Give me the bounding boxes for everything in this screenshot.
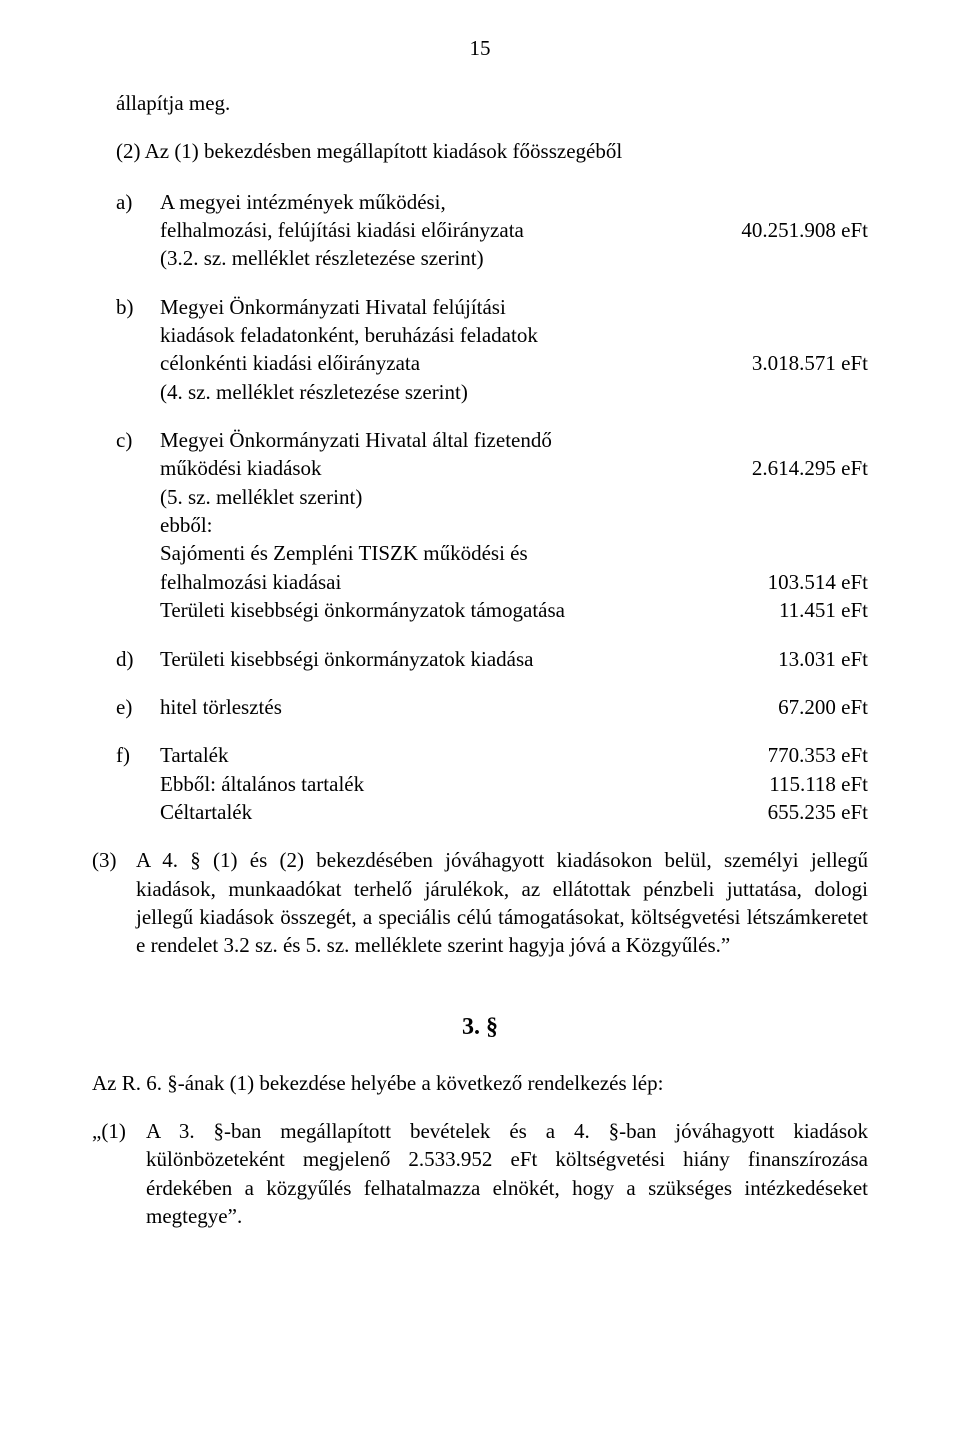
item-f-row2-value: 115.118 eFt [769,770,868,798]
item-f-row2: Ebből: általános tartalék 115.118 eFt [160,770,868,798]
intro-line-2: (2) Az (1) bekezdésben megállapított kia… [116,137,868,165]
item-b-text: célonkénti kiadási előirányzata [160,349,752,377]
intro-line-1: állapítja meg. [116,89,868,117]
item-d-value: 13.031 eFt [778,645,868,673]
item-a-text: felhalmozási, felújítási kiadási előirán… [160,216,741,244]
paragraph-1-body: A 3. §-ban megállapított bevételek és a … [146,1117,868,1230]
item-e-text: hitel törlesztés [160,693,778,721]
item-c-sub2-row: Területi kisebbségi önkormányzatok támog… [160,596,868,624]
item-b-line1: Megyei Önkormányzati Hivatal felújítási [160,293,868,321]
item-b-main-row: célonkénti kiadási előirányzata 3.018.57… [160,349,868,377]
item-c-note2: ebből: [160,511,868,539]
item-c-sub2-value: 11.451 eFt [779,596,868,624]
item-f-row3-text: Céltartalék [160,798,768,826]
item-a-value: 40.251.908 eFt [741,216,868,244]
replace-line: Az R. 6. §-ának (1) bekezdése helyébe a … [92,1069,868,1097]
item-a-line1: A megyei intézmények működési, [160,188,868,216]
list-item-body: Területi kisebbségi önkormányzatok kiadá… [160,645,868,673]
list-item-body: Megyei Önkormányzati Hivatal felújítási … [160,293,868,406]
item-f-row2-text: Ebből: általános tartalék [160,770,769,798]
list-item-body: A megyei intézmények működési, felhalmoz… [160,188,868,273]
item-c-line1: Megyei Önkormányzati Hivatal által fizet… [160,426,868,454]
list-item-label: e) [116,693,160,721]
list-item-a: a) A megyei intézmények működési, felhal… [116,188,868,273]
item-b-value: 3.018.571 eFt [752,349,868,377]
expense-list: a) A megyei intézmények működési, felhal… [116,188,868,827]
page-number: 15 [92,36,868,61]
list-item-label: d) [116,645,160,673]
item-f-row3: Céltartalék 655.235 eFt [160,798,868,826]
paragraph-3: (3) A 4. § (1) és (2) bekezdésében jóváh… [92,846,868,959]
item-b-line2: kiadások feladatonként, beruházási felad… [160,321,868,349]
item-f-row1-text: Tartalék [160,741,768,769]
item-d-text: Területi kisebbségi önkormányzatok kiadá… [160,645,778,673]
paragraph-1-quoted: „(1) A 3. §-ban megállapított bevételek … [92,1117,868,1230]
item-f-row1: Tartalék 770.353 eFt [160,741,868,769]
item-c-sub1: Sajómenti és Zempléni TISZK működési és … [160,539,868,596]
item-c-sub2-text: Területi kisebbségi önkormányzatok támog… [160,596,779,624]
list-item-body: Megyei Önkormányzati Hivatal által fizet… [160,426,868,624]
item-c-sub1-value: 103.514 eFt [768,568,868,596]
item-f-row3-value: 655.235 eFt [768,798,868,826]
item-c-note1: (5. sz. melléklet szerint) [160,483,868,511]
item-a-note: (3.2. sz. melléklet részletezése szerint… [160,244,868,272]
item-d-row: Területi kisebbségi önkormányzatok kiadá… [160,645,868,673]
item-c-sub1-row: felhalmozási kiadásai 103.514 eFt [160,568,868,596]
item-f-row1-value: 770.353 eFt [768,741,868,769]
item-c-main-row: működési kiadások 2.614.295 eFt [160,454,868,482]
paragraph-3-label: (3) [92,846,136,874]
list-item-b: b) Megyei Önkormányzati Hivatal felújítá… [116,293,868,406]
item-c-sub1-text: felhalmozási kiadásai [160,568,768,596]
list-item-label: f) [116,741,160,769]
item-c-text: működési kiadások [160,454,752,482]
list-item-c: c) Megyei Önkormányzati Hivatal által fi… [116,426,868,624]
item-c-sub1-line1: Sajómenti és Zempléni TISZK működési és [160,539,868,567]
item-e-value: 67.200 eFt [778,693,868,721]
item-b-note: (4. sz. melléklet részletezése szerint) [160,378,868,406]
item-c-value: 2.614.295 eFt [752,454,868,482]
list-item-label: b) [116,293,160,321]
list-item-d: d) Területi kisebbségi önkormányzatok ki… [116,645,868,673]
list-item-e: e) hitel törlesztés 67.200 eFt [116,693,868,721]
item-e-row: hitel törlesztés 67.200 eFt [160,693,868,721]
list-item-label: c) [116,426,160,454]
item-a-main-row: felhalmozási, felújítási kiadási előirán… [160,216,868,244]
list-item-body: hitel törlesztés 67.200 eFt [160,693,868,721]
list-item-body: Tartalék 770.353 eFt Ebből: általános ta… [160,741,868,826]
list-item-f: f) Tartalék 770.353 eFt Ebből: általános… [116,741,868,826]
paragraph-3-body: A 4. § (1) és (2) bekezdésében jóváhagyo… [136,846,868,959]
section-3-mark: 3. § [92,1014,868,1041]
document-page: 15 állapítja meg. (2) Az (1) bekezdésben… [0,0,960,1452]
paragraph-1-label: „(1) [92,1117,146,1145]
list-item-label: a) [116,188,160,216]
